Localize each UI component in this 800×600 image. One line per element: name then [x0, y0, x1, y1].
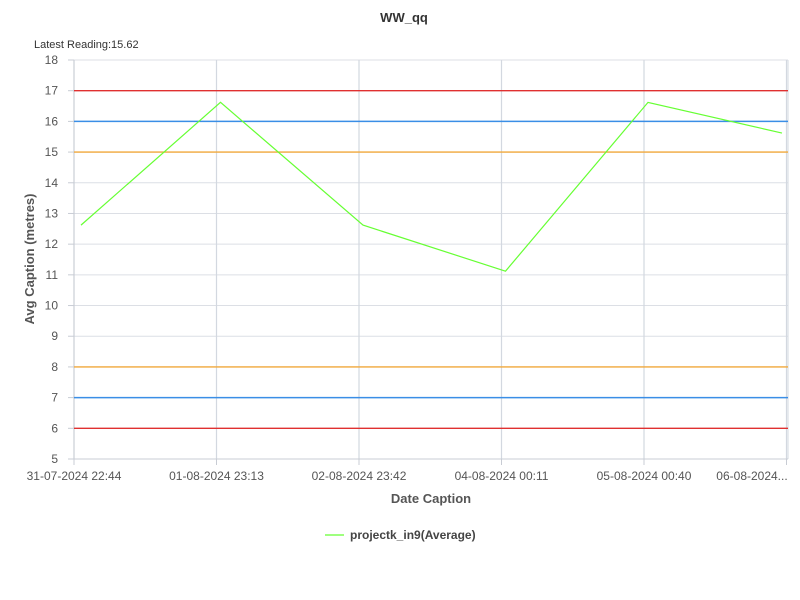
- y-tick-label: 16: [45, 114, 59, 128]
- series-layer: [80, 101, 783, 272]
- x-axis-title: Date Caption: [391, 491, 471, 506]
- x-tick-label: 31-07-2024 22:44: [27, 469, 122, 483]
- y-tick-label: 18: [45, 53, 59, 67]
- x-axis-ticks: 31-07-2024 22:44 01-08-2024 23:13 02-08-20…: [27, 459, 788, 483]
- y-tick-label: 17: [45, 84, 59, 98]
- series-line: [80, 101, 783, 272]
- x-tick-label: 01-08-2024 23:13: [169, 469, 264, 483]
- legend-series-label: projectk_in9(Average): [350, 528, 476, 542]
- y-tick-label: 8: [51, 360, 58, 374]
- y-axis-title: Avg Caption (metres): [22, 194, 37, 325]
- y-tick-label: 12: [45, 237, 59, 251]
- y-tick-label: 14: [45, 176, 59, 190]
- x-tick-label: 02-08-2024 23:42: [312, 469, 407, 483]
- y-tick-label: 5: [51, 452, 58, 466]
- y-axis-ticks: 5 6 7 8 9 10 11 12 13 14 15 16 17 18: [45, 53, 74, 466]
- y-tick-label: 6: [51, 421, 58, 435]
- y-tick-label: 7: [51, 391, 58, 405]
- x-tick-label: 04-08-2024 00:11: [455, 469, 549, 483]
- chart-title: WW_qq: [380, 10, 428, 25]
- x-tick-label: 06-08-2024...: [716, 469, 787, 483]
- x-tick-label: 05-08-2024 00:40: [597, 469, 692, 483]
- threshold-lines: [74, 89, 788, 430]
- latest-reading-label: Latest Reading:15.62: [34, 39, 139, 51]
- y-tick-label: 10: [45, 299, 59, 313]
- grid: [73, 59, 789, 460]
- y-tick-label: 15: [45, 145, 59, 159]
- y-tick-label: 13: [45, 206, 59, 220]
- y-tick-label: 9: [51, 329, 58, 343]
- legend[interactable]: projectk_in9(Average): [325, 528, 476, 542]
- y-tick-label: 11: [46, 268, 59, 282]
